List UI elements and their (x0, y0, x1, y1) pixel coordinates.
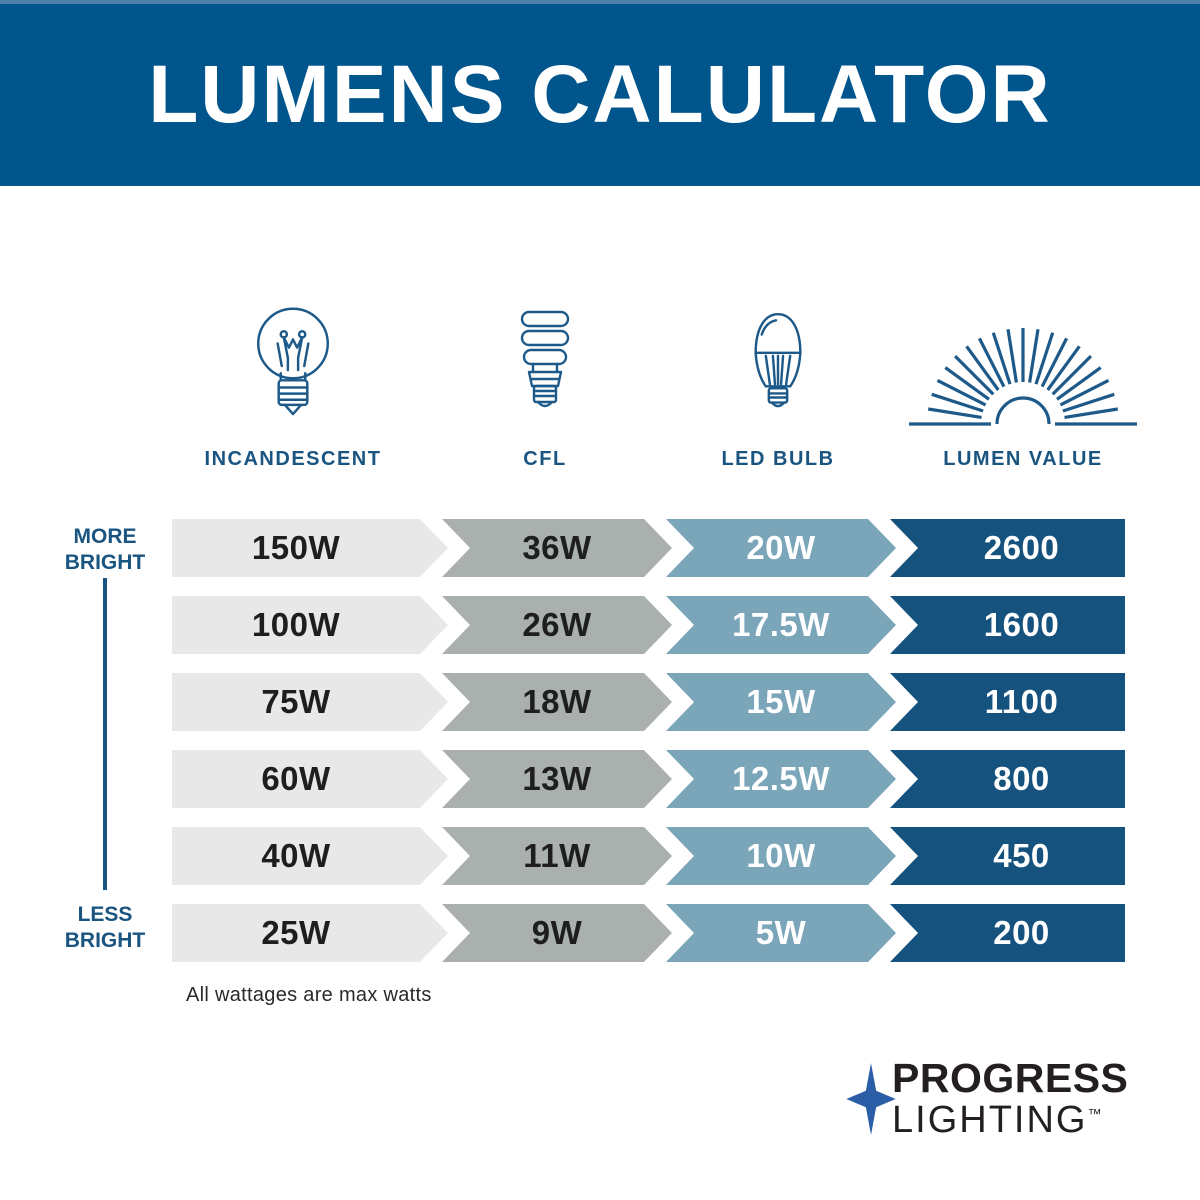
led-cell: 10W (666, 827, 896, 885)
logo-star-icon (846, 1062, 896, 1135)
incandescent-cell: 60W (172, 750, 448, 808)
cfl-bulb-icon (415, 290, 675, 432)
column-label-lumen: LUMEN VALUE (943, 448, 1103, 470)
incandescent-cell: 40W (172, 827, 448, 885)
lumen-cell: 1100 (890, 673, 1125, 731)
less-bright-label: LESS BRIGHT (64, 903, 146, 953)
logo-name: PROGRESS (892, 1055, 1129, 1101)
led-cell: 12.5W (666, 750, 896, 808)
column-label-led: LED BULB (721, 448, 835, 470)
lumen-cell: 800 (890, 750, 1125, 808)
column-header-lumen: LUMEN VALUE (893, 290, 1153, 471)
led-cell: 20W (666, 519, 896, 577)
cfl-cell: 11W (442, 827, 672, 885)
logo-text: PROGRESS LIGHTING™ (892, 1055, 1129, 1141)
more-bright-label: MORE BRIGHT (64, 525, 146, 575)
lumen-cell: 200 (890, 904, 1125, 962)
cfl-cell: 13W (442, 750, 672, 808)
cfl-cell: 18W (442, 673, 672, 731)
cfl-cell: 26W (442, 596, 672, 654)
led-cell: 15W (666, 673, 896, 731)
column-label-incandescent: INCANDESCENT (204, 448, 382, 470)
lumen-cell: 2600 (890, 519, 1125, 577)
table-row: 75W 18W 15W 1100 (172, 673, 1125, 731)
column-header-cfl: CFL (415, 290, 675, 471)
column-header-led: LED BULB (648, 290, 908, 471)
brightness-scale-line (103, 578, 107, 890)
led-bulb-icon (648, 290, 908, 432)
conversion-table: 150W 36W 20W 2600 100W 26W 17.5W 1600 75… (172, 519, 1125, 981)
cfl-cell: 9W (442, 904, 672, 962)
column-label-cfl: CFL (523, 448, 567, 470)
incandescent-cell: 150W (172, 519, 448, 577)
progress-lighting-logo: PROGRESS LIGHTING™ (842, 1058, 1128, 1139)
column-header-incandescent: INCANDESCENT (163, 290, 423, 471)
table-row: 150W 36W 20W 2600 (172, 519, 1125, 577)
incandescent-cell: 75W (172, 673, 448, 731)
incandescent-cell: 25W (172, 904, 448, 962)
footnote: All wattages are max watts (186, 984, 432, 1006)
incandescent-cell: 100W (172, 596, 448, 654)
lumen-rays-icon (893, 290, 1153, 432)
table-row: 40W 11W 10W 450 (172, 827, 1125, 885)
lumen-cell: 1600 (890, 596, 1125, 654)
led-cell: 5W (666, 904, 896, 962)
trademark-symbol: ™ (1087, 1105, 1102, 1122)
lumen-cell: 450 (890, 827, 1125, 885)
table-row: 100W 26W 17.5W 1600 (172, 596, 1125, 654)
page-title: LUMENS CALULATOR (148, 49, 1052, 140)
cfl-cell: 36W (442, 519, 672, 577)
table-row: 25W 9W 5W 200 (172, 904, 1125, 962)
led-cell: 17.5W (666, 596, 896, 654)
incandescent-bulb-icon (163, 290, 423, 432)
table-row: 60W 13W 12.5W 800 (172, 750, 1125, 808)
logo-sub: LIGHTING™ (892, 1099, 1102, 1141)
title-banner: LUMENS CALULATOR (0, 0, 1200, 186)
